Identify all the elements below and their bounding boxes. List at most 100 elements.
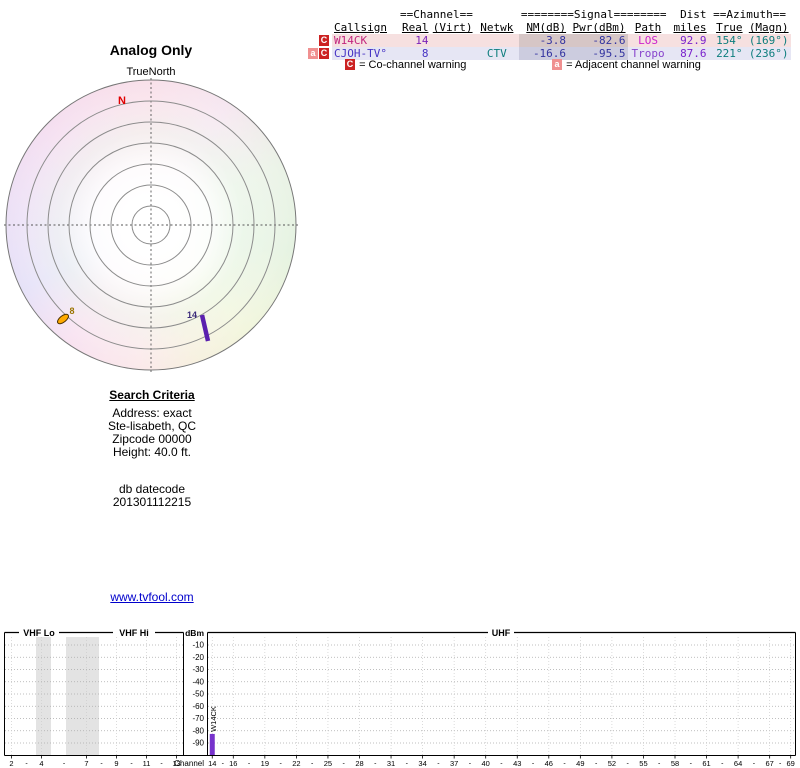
y-tick-label: -20 bbox=[192, 653, 204, 662]
y-tick-label: -10 bbox=[192, 641, 204, 650]
x-tick-label: 22 bbox=[292, 759, 300, 768]
x-tick-label: 11 bbox=[143, 759, 151, 768]
col-header-magn: (Magn) bbox=[748, 21, 789, 34]
x-tick-dash: - bbox=[25, 761, 28, 768]
x-tick-label: 58 bbox=[671, 759, 679, 768]
group-header-signal: ========Signal======== bbox=[520, 8, 667, 21]
x-tick-label: 61 bbox=[702, 759, 710, 768]
signal-table: ==Channel== ========Signal======== Dist … bbox=[306, 8, 791, 60]
x-tick-label: 14 bbox=[208, 759, 216, 768]
x-tick-dash: - bbox=[469, 761, 472, 768]
co-channel-badge: C bbox=[345, 59, 355, 70]
vhf-gray-band bbox=[36, 637, 51, 755]
network-cell bbox=[474, 34, 519, 47]
real-channel-cell: 14 bbox=[398, 34, 431, 47]
pwr-dbm-cell: -82.6 bbox=[568, 34, 628, 47]
x-tick-dash: - bbox=[374, 761, 377, 768]
adjacent-channel-legend: a = Adjacent channel warning bbox=[552, 59, 701, 71]
callsign-cell: CJOH-TV° bbox=[332, 47, 398, 60]
path-cell: Tropo bbox=[627, 47, 669, 60]
ring-7 bbox=[5, 79, 297, 371]
section-label-uhf: UHF bbox=[492, 628, 511, 638]
ring-1 bbox=[131, 205, 171, 245]
magnetic-azimuth-cell: (169°) bbox=[744, 34, 791, 47]
y-tick-label: -50 bbox=[192, 690, 204, 699]
true-azimuth-cell: 221° bbox=[708, 47, 745, 60]
x-tick-dash: - bbox=[63, 761, 66, 768]
virt-channel-cell bbox=[430, 34, 475, 47]
y-axis-unit-label: dBm bbox=[185, 628, 204, 638]
ring-6 bbox=[26, 100, 276, 350]
x-tick-dash: - bbox=[311, 761, 314, 768]
x-tick-label: 7 bbox=[84, 759, 88, 768]
x-tick-dash: - bbox=[437, 761, 440, 768]
y-tick-label: -80 bbox=[192, 726, 204, 735]
section-label-vhf-lo: VHF Lo bbox=[23, 628, 55, 638]
network-cell: CTV bbox=[474, 47, 519, 60]
y-tick-label: -60 bbox=[192, 702, 204, 711]
pwr-dbm-cell: -95.5 bbox=[568, 47, 628, 60]
nm-db-cell: -3.8 bbox=[518, 34, 569, 47]
true-azimuth-cell: 154° bbox=[708, 34, 745, 47]
miles-cell: 87.6 bbox=[668, 47, 709, 60]
col-header-real: Real bbox=[401, 21, 429, 34]
y-tick-label: -40 bbox=[192, 677, 204, 686]
y-tick-label: -70 bbox=[192, 714, 204, 723]
x-tick-dash: - bbox=[779, 761, 782, 768]
table-column-header-row: Callsign Real (Virt) Netwk NM(dB) Pwr(dB… bbox=[306, 21, 791, 34]
x-tick-label: 46 bbox=[545, 759, 553, 768]
x-tick-label: 67 bbox=[765, 759, 773, 768]
x-tick-label: 55 bbox=[639, 759, 647, 768]
db-datecode-label: db datecode bbox=[118, 482, 186, 496]
tvfool-link[interactable]: www.tvfool.com bbox=[110, 590, 194, 604]
x-tick-label: 2 bbox=[9, 759, 13, 768]
co-channel-badge: C bbox=[319, 35, 329, 46]
x-tick-label: 52 bbox=[608, 759, 616, 768]
miles-cell: 92.9 bbox=[668, 34, 709, 47]
x-tick-dash: - bbox=[563, 761, 566, 768]
col-header-callsign: Callsign bbox=[334, 21, 387, 34]
x-tick-dash: - bbox=[100, 761, 103, 768]
search-address-mode: Address: exact bbox=[112, 406, 192, 420]
x-tick-label: 9 bbox=[114, 759, 118, 768]
chart-borders bbox=[4, 632, 796, 756]
x-tick-dash: - bbox=[532, 761, 535, 768]
x-tick-dash: - bbox=[500, 761, 503, 768]
search-location: Ste-lisabeth, QC bbox=[107, 419, 197, 433]
ring-3 bbox=[89, 163, 213, 287]
table-group-header-row: ==Channel== ========Signal======== Dist … bbox=[306, 8, 791, 21]
search-criteria: Search Criteria Address: exact Ste-lisab… bbox=[54, 389, 250, 509]
x-tick-label: 49 bbox=[576, 759, 584, 768]
x-tick-label: 64 bbox=[734, 759, 742, 768]
co-channel-badge: C bbox=[319, 48, 329, 59]
x-tick-label: 43 bbox=[513, 759, 521, 768]
x-tick-dash: - bbox=[160, 761, 163, 768]
x-tick-label: 34 bbox=[418, 759, 426, 768]
x-tick-label: 40 bbox=[482, 759, 490, 768]
true-north-label: TrueNorth bbox=[126, 66, 176, 78]
nm-db-cell: -16.6 bbox=[518, 47, 569, 60]
x-tick-dash: - bbox=[279, 761, 282, 768]
virt-channel-cell bbox=[430, 47, 475, 60]
magnetic-azimuth-cell: (236°) bbox=[744, 47, 791, 60]
signal-bar-label: W14CK bbox=[209, 706, 218, 732]
co-channel-legend-text: = Co-channel warning bbox=[359, 59, 467, 71]
x-tick-label: 37 bbox=[450, 759, 458, 768]
x-tick-dash: - bbox=[406, 761, 409, 768]
x-tick-label: 25 bbox=[324, 759, 332, 768]
x-tick-dash: - bbox=[595, 761, 598, 768]
y-tick-label: -90 bbox=[192, 739, 204, 748]
real-channel-cell: 8 bbox=[398, 47, 431, 60]
col-header-pwr: Pwr(dBm) bbox=[572, 21, 626, 34]
ring-4 bbox=[68, 142, 234, 308]
adjacent-channel-legend-text: = Adjacent channel warning bbox=[566, 59, 701, 71]
x-tick-label: 69 bbox=[787, 759, 795, 768]
x-tick-dash: - bbox=[690, 761, 693, 768]
marker-ch14-line bbox=[199, 314, 211, 342]
x-axis-label: Channel bbox=[174, 759, 204, 768]
x-tick-label: 4 bbox=[39, 759, 43, 768]
col-header-true: True bbox=[716, 21, 743, 34]
magnetic-north-marker: N bbox=[118, 95, 126, 107]
